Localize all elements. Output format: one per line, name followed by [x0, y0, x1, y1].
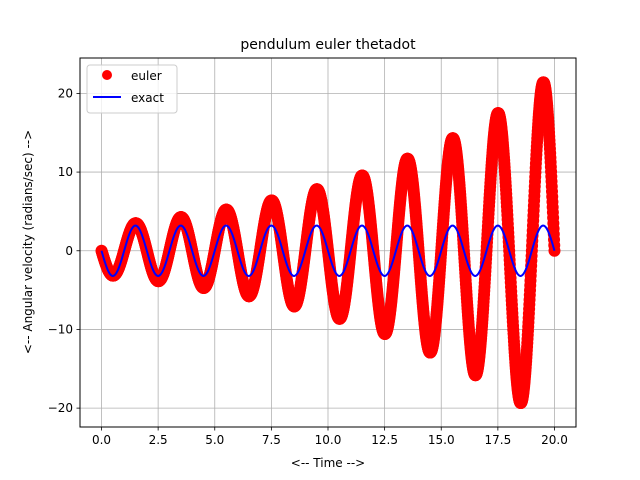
x-axis-ticks: 0.0 2.5 5.0 7.5 10.0 12.5 15.0 17.5 20.0 [92, 427, 568, 447]
y-tick-label: −20 [48, 401, 73, 415]
y-tick-label: 10 [58, 165, 73, 179]
legend-euler-marker [102, 70, 112, 80]
y-tick-label: 0 [65, 244, 73, 258]
x-tick-label: 2.5 [149, 433, 168, 447]
y-axis-label: <-- Angular velocity (radians/sec) --> [21, 130, 35, 354]
x-tick-label: 17.5 [485, 433, 512, 447]
x-axis-label: <-- Time --> [291, 456, 365, 470]
y-axis-ticks: −20 −10 0 10 20 [48, 86, 80, 415]
x-tick-label: 5.0 [205, 433, 224, 447]
y-tick-label: 20 [58, 86, 73, 100]
legend-euler-label: euler [131, 69, 162, 83]
euler-point [548, 244, 561, 257]
legend: euler exact [86, 64, 178, 114]
plot-area [95, 76, 561, 410]
x-tick-label: 12.5 [371, 433, 398, 447]
x-tick-label: 7.5 [262, 433, 281, 447]
x-tick-label: 10.0 [315, 433, 342, 447]
x-tick-label: 20.0 [541, 433, 568, 447]
x-tick-label: 0.0 [92, 433, 111, 447]
y-tick-label: −10 [48, 322, 73, 336]
chart-title: pendulum euler thetadot [240, 37, 416, 53]
legend-exact-label: exact [131, 91, 164, 105]
x-tick-label: 15.0 [428, 433, 455, 447]
exact-line [100, 224, 556, 277]
exact-series [100, 224, 556, 277]
